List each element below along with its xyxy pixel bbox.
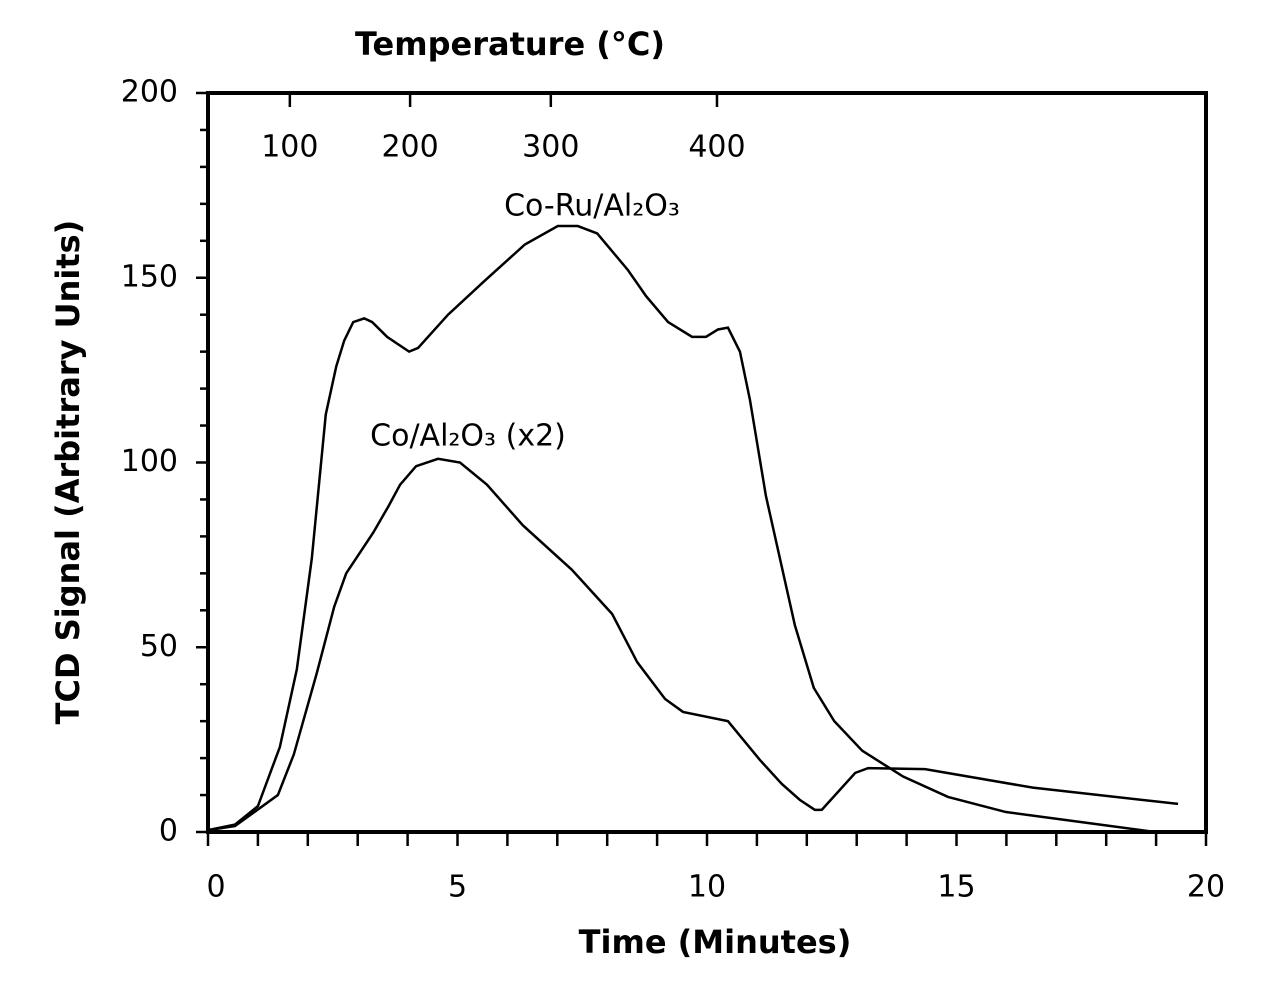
y-tick-label: 150 — [121, 259, 178, 294]
plot-frame — [206, 91, 1208, 834]
series-label: Co/Al₂O₃ (x2) — [370, 419, 566, 454]
line-series — [207, 224, 1156, 834]
x-tick-label: 20 — [1187, 870, 1225, 905]
x-tick-label: 5 — [448, 870, 467, 905]
x-tick-label: 15 — [937, 870, 975, 905]
top-tick-label: 300 — [522, 130, 579, 165]
series-label: Co-Ru/Al₂O₃ — [504, 189, 680, 224]
x-tick-label: 10 — [688, 870, 726, 905]
y-tick-label: 0 — [159, 814, 178, 849]
line-series — [207, 457, 1179, 832]
y-tick-label: 200 — [121, 75, 178, 110]
y-tick-label: 50 — [140, 629, 178, 664]
top-tick-label: 100 — [261, 130, 318, 165]
x-tick-label: 0 — [206, 870, 225, 905]
top-tick-label: 200 — [381, 130, 438, 165]
top-tick-label: 400 — [688, 130, 745, 165]
top-axis-title: Temperature (°C) — [355, 25, 665, 63]
y-axis-title: TCD Signal (Arbitrary Units) — [49, 220, 87, 725]
x-axis-title: Time (Minutes) — [579, 923, 852, 961]
y-tick-label: 100 — [121, 444, 178, 479]
